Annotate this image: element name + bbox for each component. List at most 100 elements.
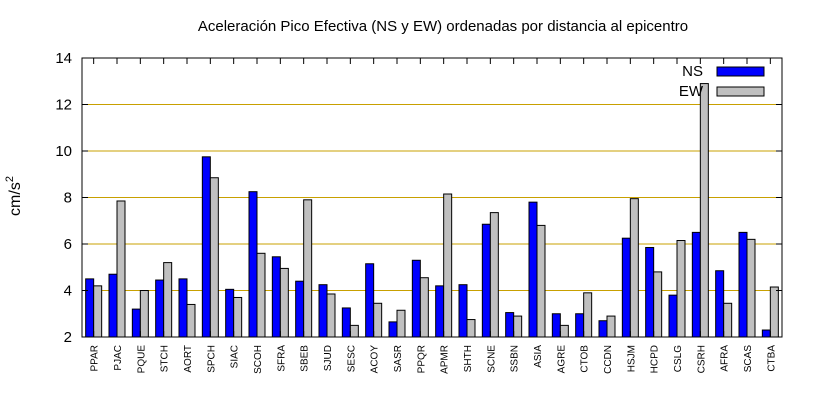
x-tick-label-sjud: SJUD [323,345,334,371]
bar-ns-ppqr [411,259,421,338]
x-tick-label-agre: AGRE [556,345,567,374]
x-tick-label-sbeb: SBEB [300,345,311,372]
x-tick-label-afra: AFRA [720,345,731,372]
bar-ns-stch [155,279,165,338]
bar-ns-csrh [691,231,701,338]
bar-ns-acoy [365,263,375,338]
bar-ns-ccdn [598,320,608,338]
bar-ew-scne [489,212,499,338]
bar-ns-sbeb [295,280,305,338]
bar-ns-ssbn [505,312,515,338]
chart-title: Aceleración Pico Efectiva (NS y EW) orde… [198,18,688,35]
x-tick-label-hsjm: HSJM [626,345,637,372]
y-tick-label: 6 [64,236,72,253]
y-tick-label: 4 [64,283,72,300]
bar-ns-sasr [388,321,398,338]
bar-ew-asia [536,224,546,338]
x-tick-label-spch: SPCH [206,345,217,373]
x-tick-label-sesc: SESC [346,345,357,372]
x-axis: PPAR PJAC PQUE STCH AORT SPCH SIAC SCOH SFRA SBEB… [90,58,777,374]
bar-ew-siac [233,296,243,338]
bar-ns-shth [458,284,468,338]
x-tick-label-cslg: CSLG [673,345,684,372]
y-axis-label-unit: cm/s [7,182,24,216]
y-tick-label: 2 [64,329,72,346]
x-tick-label-pque: PQUE [136,345,147,374]
bar-ew-sbeb [303,199,313,338]
bar-ns-ppar [85,278,95,338]
legend-swatch-ew [716,86,765,97]
x-tick-label-ctba: CTBA [766,345,777,372]
bar-ew-ppar [93,285,103,338]
bar-ew-shth [466,319,476,338]
bar-ew-spch [209,177,219,338]
gridlines [82,104,782,291]
bar-ew-agre [559,324,569,338]
bar-ns-sfra [271,256,281,338]
bar-ns-spch [201,156,211,338]
bar-ew-sjud [326,293,336,338]
bar-ns-sesc [341,307,351,338]
bar-ew-scas [746,238,756,338]
bar-ew-scoh [256,252,266,338]
bars [85,83,779,338]
y-axis-label-exponent: 2 [4,176,16,182]
x-tick-label-sfra: SFRA [276,345,287,372]
bar-ns-agre [551,313,561,338]
x-tick-label-ppar: PPAR [90,345,101,372]
bar-ew-sesc [349,324,359,338]
bar-ew-apmr [443,193,453,338]
x-tick-label-apmr: APMR [440,345,451,374]
bar-ns-siac [225,288,235,338]
x-tick-label-stch: STCH [160,345,171,372]
x-tick-label-scas: SCAS [743,345,754,373]
x-tick-label-aort: AORT [183,345,194,373]
y-tick-label: 10 [55,143,72,160]
legend-label-ns: NS [682,63,703,80]
y-tick-label: 14 [55,50,72,67]
x-tick-label-ppqr: PPQR [416,345,427,373]
bar-ns-scne [481,223,491,338]
bar-ew-stch [163,262,173,338]
bar-ns-hsjm [621,237,631,338]
legend: NS EW [679,63,765,100]
bar-ew-aort [186,303,196,338]
y-axis-label: cm/s2 [4,176,24,216]
bar-ew-hcpd [653,271,663,338]
bar-ew-sasr [396,309,406,338]
x-tick-label-shth: SHTH [463,345,474,372]
bar-ew-ssbn [513,315,523,338]
bar-ns-afra [715,270,725,338]
bar-ew-sfra [279,267,289,338]
bar-ns-scoh [248,191,258,338]
y-tick-label: 12 [55,97,72,114]
bar-ns-pque [131,308,141,338]
bar-ew-ctba [769,286,779,338]
bar-ns-pjac [108,273,118,338]
legend-label-ew: EW [679,83,704,100]
x-tick-label-siac: SIAC [230,345,241,368]
bar-ew-ppqr [419,277,429,338]
bar-ew-ctob [583,292,593,338]
bar-ns-apmr [435,285,445,338]
bar-ew-cslg [676,240,686,338]
legend-swatch-ns [716,66,765,77]
bar-ew-hsjm [629,198,639,338]
x-tick-label-scne: SCNE [486,345,497,373]
x-tick-label-acoy: ACOY [370,345,381,374]
bar-ns-cslg [668,294,678,338]
bar-ns-asia [528,201,538,338]
bar-ns-scas [738,231,748,338]
x-tick-label-scoh: SCOH [253,345,264,374]
bar-ns-sjud [318,284,328,338]
bar-ns-aort [178,278,188,338]
bar-ew-afra [723,302,733,338]
x-tick-label-ctob: CTOB [580,345,591,373]
x-tick-label-asia: ASIA [533,345,544,368]
x-tick-label-sasr: SASR [393,345,404,372]
x-tick-label-pjac: PJAC [113,345,124,371]
bar-ew-ccdn [606,315,616,338]
x-tick-label-csrh: CSRH [696,345,707,373]
bar-ew-acoy [373,302,383,338]
